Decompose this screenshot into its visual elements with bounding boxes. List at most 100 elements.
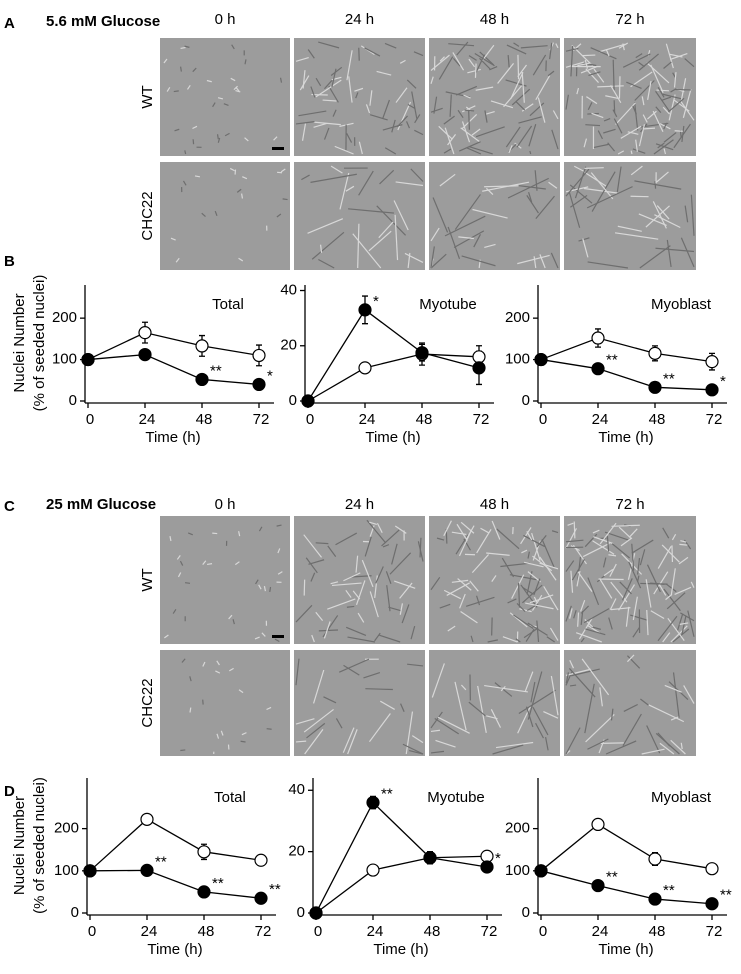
cell	[295, 121, 315, 125]
cell	[550, 675, 559, 716]
marker	[705, 897, 719, 911]
cell	[516, 603, 526, 612]
cell	[580, 610, 584, 626]
cell	[184, 45, 190, 48]
cell	[430, 729, 441, 733]
cell	[228, 614, 233, 620]
cell	[611, 524, 640, 527]
cell	[393, 200, 409, 231]
cell	[382, 544, 390, 548]
cell	[586, 186, 633, 209]
marker	[83, 864, 97, 878]
cell	[662, 106, 671, 115]
marker	[309, 906, 323, 920]
cell	[525, 628, 535, 642]
cell	[346, 50, 353, 81]
cell	[330, 581, 339, 585]
cell	[583, 608, 610, 624]
cell	[656, 171, 669, 183]
cell	[531, 532, 541, 561]
cell	[299, 75, 310, 91]
cell	[295, 604, 313, 623]
cell	[618, 526, 632, 539]
x-axis-label: Time (h)	[373, 941, 428, 958]
cell	[347, 636, 376, 643]
cell	[310, 86, 316, 98]
micrograph	[294, 516, 425, 644]
row-label: WT	[139, 85, 156, 108]
cell	[650, 64, 664, 93]
cell	[598, 43, 626, 53]
cell	[304, 729, 324, 755]
cell	[465, 596, 495, 607]
cell	[501, 557, 515, 578]
cell	[533, 578, 541, 596]
marker	[591, 817, 605, 832]
cell	[192, 125, 198, 130]
cell	[571, 558, 585, 581]
cell	[180, 46, 186, 50]
cell	[432, 197, 449, 233]
cell	[618, 584, 636, 611]
cell	[202, 560, 207, 566]
cell	[657, 546, 672, 569]
cell	[666, 239, 672, 268]
cell	[681, 615, 687, 635]
cell	[549, 42, 553, 60]
cell	[355, 555, 359, 573]
cell	[580, 637, 585, 643]
cell	[174, 128, 180, 132]
x-tick-label: 0	[539, 923, 547, 940]
cell	[339, 172, 350, 210]
cell	[638, 213, 667, 227]
x-axis-label: Time (h)	[598, 429, 653, 446]
y-tick-label: 20	[288, 843, 305, 860]
x-tick-label: 24	[141, 923, 158, 940]
marker	[301, 394, 315, 408]
x-tick-label: 24	[592, 411, 609, 428]
cell	[355, 580, 366, 606]
cell	[577, 612, 580, 627]
chart-title: Myoblast	[651, 296, 712, 313]
cell	[363, 671, 381, 679]
x-tick-label: 24	[359, 411, 376, 428]
cell	[458, 529, 473, 557]
cell	[648, 704, 685, 723]
cell	[376, 70, 392, 76]
series-line	[540, 870, 713, 905]
cell	[587, 102, 593, 110]
cell	[625, 606, 630, 627]
cell	[634, 180, 682, 190]
micrograph	[160, 650, 290, 756]
cell	[584, 59, 589, 69]
cell	[206, 79, 212, 83]
cell	[328, 85, 339, 103]
cell	[430, 54, 450, 71]
cell	[352, 590, 361, 600]
cell	[535, 722, 544, 739]
cell	[176, 555, 181, 560]
column-label: 72 h	[615, 11, 644, 28]
marker	[195, 339, 209, 353]
cell	[683, 685, 695, 704]
cell	[646, 609, 649, 636]
cell	[617, 225, 642, 232]
cell	[506, 44, 527, 55]
cell	[323, 621, 331, 639]
cell	[517, 583, 521, 608]
row-label: CHC22	[139, 191, 156, 240]
cell	[439, 173, 456, 187]
cell	[479, 51, 495, 66]
cell	[391, 119, 396, 133]
cell	[565, 47, 579, 52]
cell	[323, 127, 330, 140]
cell	[549, 627, 559, 641]
cell	[379, 634, 401, 643]
cell	[511, 574, 525, 599]
cell	[434, 717, 460, 735]
cell	[521, 549, 528, 554]
cell	[520, 45, 548, 49]
cell	[443, 589, 462, 600]
cell	[690, 581, 695, 588]
marker	[480, 860, 494, 874]
